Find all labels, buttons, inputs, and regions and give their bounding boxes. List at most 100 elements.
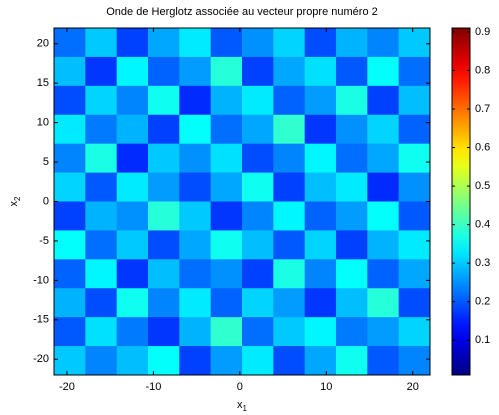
chart-title: Onde de Herglotz associée au vecteur pro… [106, 6, 378, 18]
heatmap-cell [85, 85, 118, 116]
heatmap-cell [85, 56, 118, 87]
heatmap-cell [398, 172, 431, 202]
heatmap-cell [242, 85, 274, 116]
heatmap-cell [148, 346, 180, 376]
heatmap-cell [398, 288, 431, 318]
heatmap-cell [273, 143, 306, 174]
heatmap-cell [179, 230, 212, 260]
heatmap-cell [273, 56, 306, 87]
heatmap-cell [116, 143, 149, 174]
heatmap-cell [210, 85, 243, 116]
heatmap-cell [210, 317, 243, 347]
heatmap-cell [54, 317, 86, 347]
heatmap-cell [304, 201, 337, 231]
y-tick-label: -15 [33, 314, 49, 326]
heatmap-cell [336, 28, 368, 58]
heatmap-cell [85, 143, 118, 174]
heatmap-cell [398, 114, 431, 145]
heatmap-cell [336, 230, 368, 260]
colorbar-tick-label: 0.8 [475, 64, 490, 76]
heatmap-cell [242, 143, 274, 174]
heatmap-cell [148, 143, 180, 174]
heatmap-cell [273, 172, 306, 202]
heatmap-cell [148, 230, 180, 260]
heatmap-cell [85, 201, 118, 231]
heatmap-cell [85, 172, 118, 202]
heatmap-cell [304, 56, 337, 87]
y-tick-label: 5 [43, 156, 49, 168]
heatmap-cell [336, 114, 368, 145]
heatmap-cell [148, 56, 180, 87]
y-axis-label-main: x [8, 200, 20, 206]
heatmap-cell [116, 259, 149, 289]
heatmap-cell [367, 317, 400, 347]
heatmap-cell [116, 56, 149, 87]
heatmap-cell [273, 230, 306, 260]
heatmap-cell [54, 230, 86, 260]
heatmap-cell [210, 346, 243, 376]
y-tick-label: 20 [37, 38, 49, 50]
heatmap-cell [179, 317, 212, 347]
heatmap-cell [210, 230, 243, 260]
heatmap-cell [116, 346, 149, 376]
heatmap-cell [304, 288, 337, 318]
heatmap-cell [148, 317, 180, 347]
heatmap-cell [367, 346, 400, 376]
x-tick-label: 0 [237, 381, 243, 393]
colorbar-tick-label: 0.2 [475, 296, 490, 308]
y-tick-label: 10 [37, 117, 49, 129]
heatmap-cell [336, 172, 368, 202]
heatmap-cell [242, 288, 274, 318]
heatmap-cell [179, 259, 212, 289]
heatmap-cell [179, 172, 212, 202]
heatmap-cell [273, 201, 306, 231]
heatmap-cell [336, 288, 368, 318]
heatmap-cell [304, 143, 337, 174]
x-tick-label: -20 [59, 381, 75, 393]
y-tick-label: -5 [39, 235, 49, 247]
heatmap-cell [148, 114, 180, 145]
heatmap-cell [242, 28, 274, 58]
heatmap-cell [336, 85, 368, 116]
y-tick-label: 15 [37, 77, 49, 89]
x-axis-label: x1 [237, 399, 248, 413]
heatmap-cell [242, 201, 274, 231]
heatmap-cell [336, 201, 368, 231]
heatmap-cell [398, 259, 431, 289]
heatmap-cell [85, 28, 118, 58]
heatmap-cell [367, 85, 400, 116]
heatmap-cell [367, 201, 400, 231]
heatmap-cell [304, 114, 337, 145]
x-axis-label-main: x [237, 399, 243, 411]
heatmap-cell [116, 28, 149, 58]
heatmap-cell [116, 317, 149, 347]
y-tick-label: -20 [33, 353, 49, 365]
heatmap-cell [116, 85, 149, 116]
heatmap-cell [367, 28, 400, 58]
heatmap-cell [179, 28, 212, 58]
heatmap-cell [336, 259, 368, 289]
heatmap-cell [304, 317, 337, 347]
heatmap-cell [179, 346, 212, 376]
heatmap-cell [179, 85, 212, 116]
heatmap-cell [398, 143, 431, 174]
heatmap-cell [85, 346, 118, 376]
heatmap-cell [54, 56, 86, 87]
heatmap-cell [336, 143, 368, 174]
heatmap-cell [242, 259, 274, 289]
x-axis-label-sub: 1 [243, 404, 248, 413]
heatmap-cell [179, 56, 212, 87]
heatmap-cell [304, 28, 337, 58]
colorbar [451, 27, 471, 376]
heatmap-cell [367, 259, 400, 289]
heatmap-cell [116, 201, 149, 231]
heatmap-cell [85, 317, 118, 347]
heatmap-cell [54, 172, 86, 202]
heatmap-cell [85, 114, 118, 145]
heatmap-cell [367, 172, 400, 202]
y-axis-label: x2 [8, 196, 22, 207]
heatmap-cell [367, 114, 400, 145]
heatmap-cell [148, 288, 180, 318]
y-tick-label: -10 [33, 274, 49, 286]
heatmap-cell [242, 346, 274, 376]
